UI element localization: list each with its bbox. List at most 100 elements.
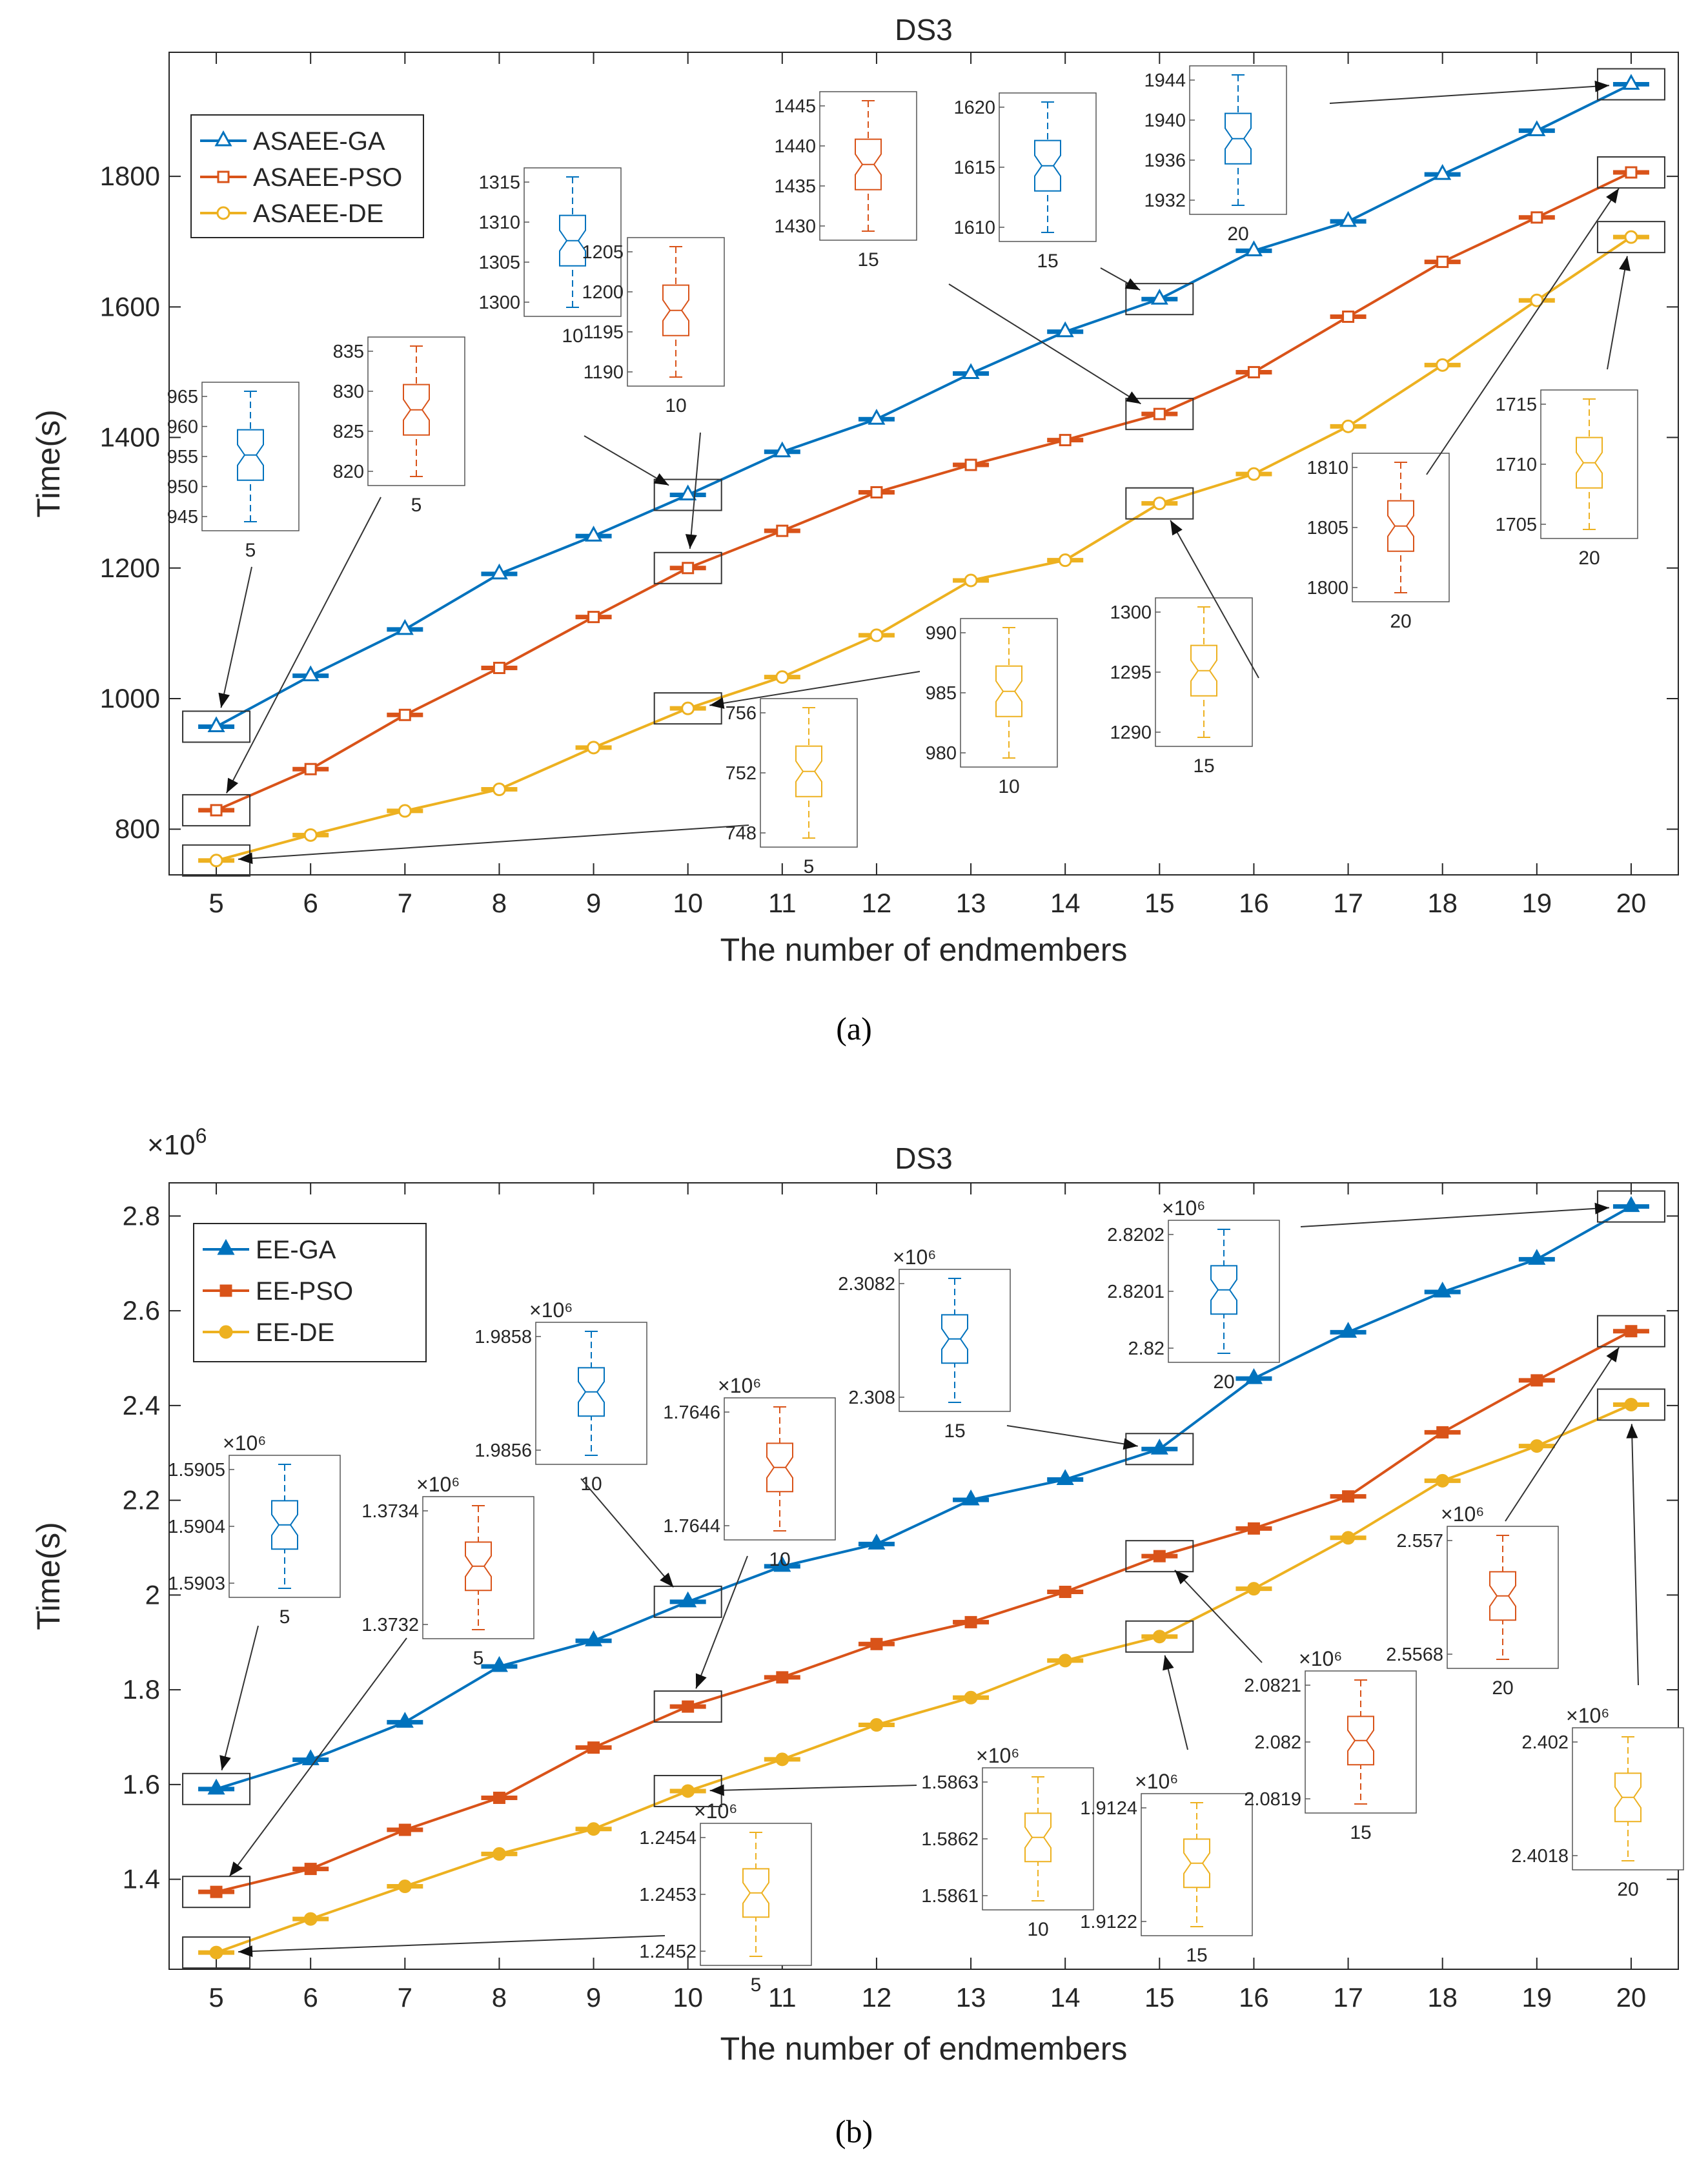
- data-point: [1436, 358, 1450, 372]
- data-point: [870, 486, 883, 498]
- inset-x-label: 10: [1027, 1919, 1048, 1940]
- arrow-head: [219, 1755, 231, 1770]
- data-point: [868, 409, 886, 425]
- inset-tick-label: 1.7646: [663, 1402, 720, 1423]
- inset-2-5: 1.2454 1.2453 1.2452 ×10⁶ 5: [639, 1799, 812, 1996]
- highlight-box: [182, 1876, 251, 1909]
- data-point: [1622, 1196, 1640, 1213]
- x-tick-label: 8: [492, 888, 507, 918]
- y-tick-label: 2.8: [123, 1200, 160, 1231]
- data-point: [1436, 1473, 1450, 1488]
- inset-exponent: ×10⁶: [1162, 1196, 1205, 1220]
- highlight-box: [1596, 1388, 1665, 1421]
- chart-title: DS3: [895, 1142, 952, 1175]
- inset-tick-label: 1.2452: [639, 1941, 696, 1962]
- inset-1-15: 2.0821 2.082 2.0819 ×10⁶ 15: [1244, 1647, 1417, 1843]
- inset-0-10: 1315 1310 1305 1300 10: [478, 167, 622, 347]
- data-point: [1530, 1439, 1544, 1453]
- data-point: [775, 670, 789, 684]
- inset-tick-label: 1315: [478, 172, 520, 193]
- panel-a: 800 1000 1200 1400 1600 1800 5 6 7 8 9 10 11 12 13 14 15…: [30, 13, 1679, 1047]
- inset-tick-label: 960: [167, 417, 198, 438]
- data-point: [1059, 434, 1072, 447]
- data-point: [304, 1863, 317, 1876]
- inset-tick-label: 756: [726, 703, 757, 724]
- inset-tick-label: 752: [726, 763, 757, 784]
- y-tick-label: 1400: [100, 422, 160, 453]
- data-point: [1153, 1550, 1166, 1562]
- inset-tick-label: 1620: [953, 97, 995, 118]
- highlight-box: [653, 551, 722, 584]
- y-tick-label: 800: [115, 814, 160, 844]
- x-tick-label: 16: [1239, 888, 1269, 918]
- inset-x-label: 10: [665, 395, 686, 416]
- data-point: [870, 1637, 883, 1650]
- arrow-line: [1006, 1425, 1138, 1447]
- data-point: [1434, 163, 1452, 180]
- data-point: [775, 1752, 789, 1767]
- y-tick-label: 2.2: [123, 1485, 160, 1515]
- chart-title: DS3: [895, 13, 952, 46]
- data-point: [396, 1712, 414, 1728]
- inset-tick-label: 945: [167, 507, 198, 528]
- highlight-box: [653, 1690, 722, 1723]
- data-point: [587, 1822, 601, 1836]
- data-point: [1245, 1368, 1263, 1384]
- data-point: [587, 741, 601, 755]
- data-point: [398, 708, 411, 721]
- inset-tick-label: 1715: [1495, 394, 1537, 415]
- data-point: [1530, 293, 1544, 307]
- data-point: [1625, 1325, 1638, 1338]
- data-point: [490, 563, 508, 580]
- data-point: [210, 804, 223, 817]
- arrow-head: [1123, 1438, 1138, 1450]
- panel-caption: (a): [836, 1010, 872, 1047]
- data-point: [585, 1630, 603, 1646]
- inset-1-20: 2.557 2.5568 ×10⁶ 20: [1386, 1502, 1559, 1699]
- inset-tick-label: 1610: [953, 218, 995, 238]
- highlight-box: [182, 794, 251, 826]
- inset-tick-label: 1.3734: [361, 1501, 419, 1522]
- arrow-line: [220, 566, 252, 708]
- inset-2-10: 1.5863 1.5862 1.5861 ×10⁶ 10: [921, 1744, 1094, 1940]
- inset-tick-label: 990: [926, 623, 957, 644]
- inset-exponent: ×10⁶: [893, 1245, 936, 1269]
- legend-marker: [219, 1284, 232, 1297]
- x-axis-label: The number of endmembers: [720, 2031, 1128, 2067]
- inset-tick-label: 1430: [774, 216, 816, 237]
- inset-tick-label: 1.5862: [921, 1829, 979, 1850]
- inset-1-10: 1205 1200 1195 1190 10: [582, 237, 725, 416]
- data-point: [210, 1885, 223, 1898]
- data-point: [773, 441, 791, 458]
- inset-x-label: 10: [998, 776, 1019, 797]
- inset-0-15: 2.3082 2.308 ×10⁶ 15: [838, 1245, 1011, 1442]
- inset-2-10: 990 985 980 10: [926, 618, 1058, 797]
- data-point: [398, 1880, 412, 1894]
- legend-label: ASAEE-DE: [253, 200, 383, 228]
- inset-tick-label: 1205: [582, 242, 624, 263]
- x-tick-label: 15: [1144, 888, 1175, 918]
- data-point: [303, 1912, 318, 1926]
- inset-x-label: 20: [1213, 1371, 1234, 1393]
- y-tick-label: 1.4: [123, 1864, 160, 1894]
- data-point: [1058, 1654, 1072, 1668]
- legend-marker: [217, 1238, 235, 1255]
- data-point: [681, 1784, 695, 1798]
- data-point: [1150, 1439, 1168, 1455]
- inset-tick-label: 1200: [582, 282, 624, 303]
- inset-tick-label: 1805: [1306, 518, 1348, 538]
- inset-tick-label: 1445: [774, 96, 816, 117]
- inset-x-label: 15: [1193, 755, 1214, 777]
- x-tick-label: 11: [768, 888, 797, 918]
- highlight-box: [182, 1772, 251, 1805]
- x-tick-label: 13: [956, 1982, 986, 2013]
- series-line-ee-de: [216, 1403, 1632, 1954]
- inset-tick-label: 2.402: [1521, 1732, 1569, 1753]
- data-point: [492, 783, 506, 797]
- arrow-line: [1505, 1347, 1620, 1522]
- arrow-line: [1607, 256, 1628, 370]
- inset-2-20: 1715 1710 1705 20: [1495, 389, 1638, 569]
- inset-tick-label: 1305: [478, 252, 520, 273]
- inset-x-label: 15: [1186, 1945, 1207, 1966]
